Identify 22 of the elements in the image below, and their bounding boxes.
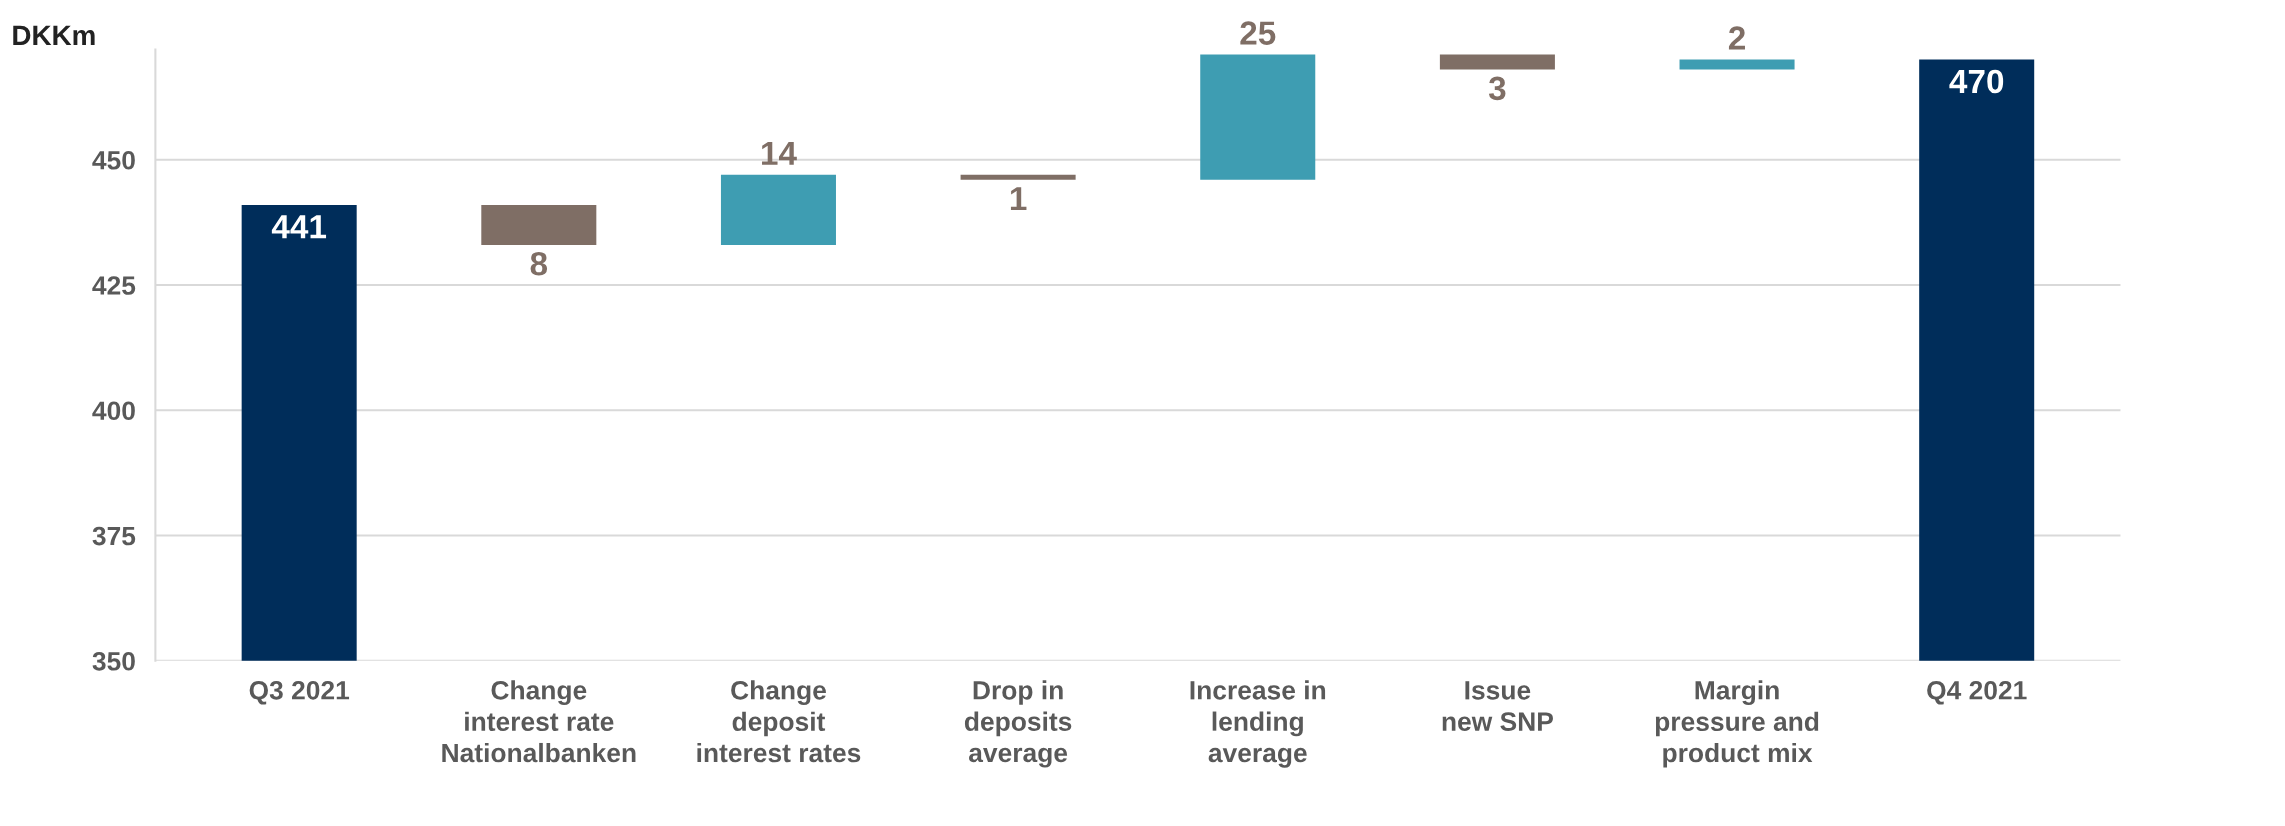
data-label: 2 — [1728, 26, 1745, 50]
y-tick-label: 375 — [92, 526, 136, 546]
x-tick-label: Q3 2021 — [249, 680, 350, 705]
x-tick-label: Change interest rate Nationalbanken — [442, 680, 636, 763]
data-label: 441 — [271, 215, 327, 239]
data-label: 25 — [1240, 21, 1276, 45]
data-label: 3 — [1488, 76, 1506, 101]
y-tick-label: 425 — [92, 276, 136, 295]
y-tick-label: 400 — [92, 401, 135, 421]
x-tick-label: Margin pressure and product mix — [1655, 680, 1819, 768]
data-label: 470 — [1949, 69, 2004, 94]
x-tick-label: Change deposit interest rates — [697, 680, 861, 763]
data-label: 14 — [762, 141, 797, 165]
x-tick-label: Increase in lending average — [1190, 680, 1326, 768]
y-axis-title: DKKm — [13, 25, 95, 45]
x-tick-label: Q4 2021 — [1927, 680, 2027, 705]
y-tick-label: 350 — [92, 651, 135, 671]
x-tick-label: Drop in deposits average — [964, 680, 1072, 768]
x-tick-label: Issue new SNP — [1442, 681, 1553, 731]
data-label: 1 — [1010, 187, 1027, 211]
y-tick-label: 450 — [92, 150, 135, 170]
data-label: 8 — [530, 251, 548, 276]
